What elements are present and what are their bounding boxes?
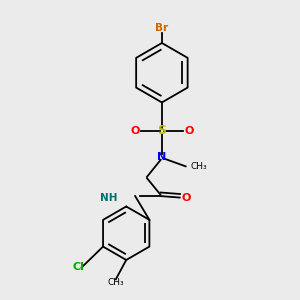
Text: Cl: Cl <box>73 262 85 272</box>
Text: N: N <box>157 152 167 162</box>
Text: O: O <box>184 126 194 136</box>
Text: S: S <box>158 124 166 137</box>
Text: O: O <box>181 193 190 202</box>
Text: O: O <box>130 126 140 136</box>
Text: CH₃: CH₃ <box>190 162 207 171</box>
Text: CH₃: CH₃ <box>107 278 124 287</box>
Text: NH: NH <box>100 193 117 202</box>
Text: Br: Br <box>155 22 169 33</box>
